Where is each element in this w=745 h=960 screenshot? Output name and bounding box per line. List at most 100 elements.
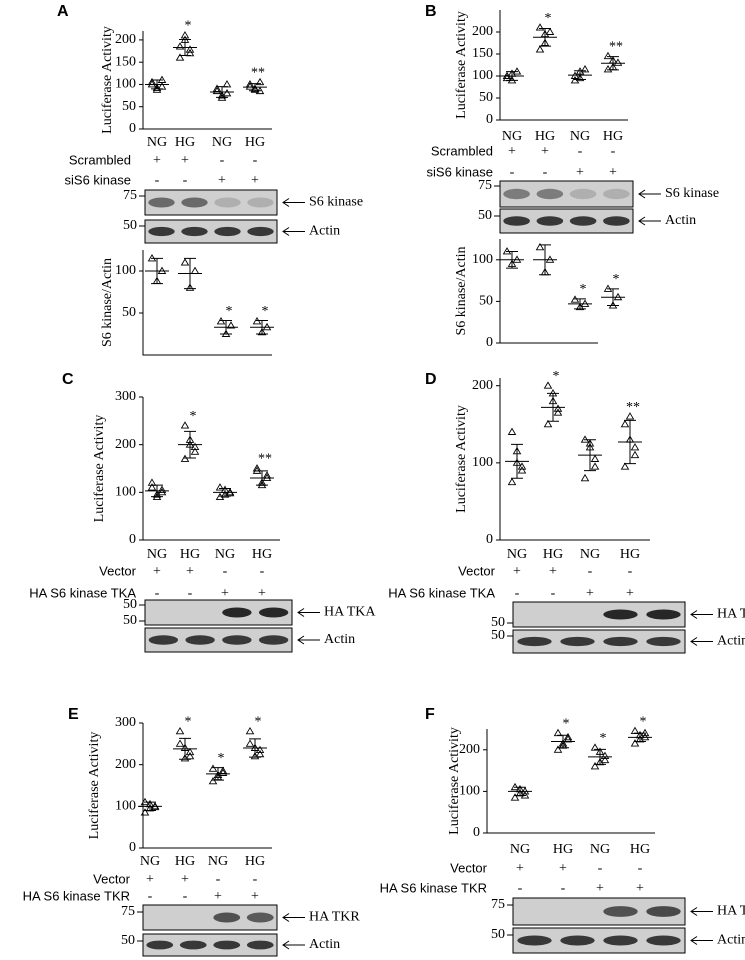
band: [222, 607, 252, 618]
condition-label: HA S6 kinase TKA: [29, 585, 136, 600]
data-point: [257, 327, 267, 336]
y-tick-label: 50: [479, 90, 493, 105]
data-point: [175, 42, 185, 50]
error-bar: [212, 767, 224, 781]
y-axis-label: Luciferase Activity: [447, 727, 462, 835]
x-tick-label: HG: [175, 135, 195, 150]
data-point: [590, 462, 600, 470]
condition-sign: -: [588, 564, 593, 579]
y-axis-label: Luciferase Activity: [87, 732, 102, 840]
error-bar: [151, 79, 163, 90]
band: [646, 906, 681, 917]
error-bar: [184, 257, 196, 290]
error-bar: [594, 748, 606, 765]
y-axis-label: S6 kinase/Actin: [454, 246, 469, 335]
y-tick-label: 100: [472, 68, 493, 83]
condition-sign: -: [638, 861, 643, 876]
band: [213, 940, 241, 950]
y-tick-label: 100: [115, 485, 136, 500]
band: [517, 636, 552, 647]
mw-marker: 50: [123, 613, 137, 628]
band: [213, 912, 241, 923]
blot-label: HA TKA: [324, 605, 376, 620]
x-tick-label: NG: [208, 854, 228, 869]
data-point: [222, 80, 232, 88]
band: [246, 912, 274, 923]
significance: *: [600, 731, 607, 746]
data-point: [218, 766, 228, 774]
band: [503, 188, 530, 200]
condition-sign: -: [253, 153, 258, 168]
data-point: [507, 427, 517, 435]
band: [148, 635, 179, 645]
arrow: [282, 913, 305, 922]
y-axis-label: S6 kinase/Actin: [100, 258, 115, 347]
condition-sign: -: [188, 586, 193, 601]
error-bar: [256, 320, 268, 335]
error-bar: [179, 737, 191, 760]
condition-label: Vector: [99, 563, 137, 578]
significance: *: [226, 304, 233, 319]
condition-sign: +: [153, 153, 161, 168]
data-point: [535, 23, 545, 31]
data-point: [185, 45, 195, 53]
significance: **: [609, 39, 623, 54]
panel-letter: E: [68, 706, 79, 723]
panel-letter: B: [425, 3, 437, 20]
x-tick-label: HG: [620, 547, 640, 562]
x-tick-label: NG: [510, 842, 530, 857]
data-point: [245, 726, 255, 735]
data-point: [208, 776, 218, 785]
data-point: [620, 462, 630, 470]
condition-sign: +: [636, 881, 644, 896]
arrow: [297, 635, 320, 645]
y-tick-label: 100: [115, 263, 136, 278]
data-point: [543, 381, 553, 389]
mw-marker: 75: [121, 904, 135, 919]
data-point: [190, 266, 200, 274]
data-point: [580, 473, 590, 482]
x-tick-label: NG: [147, 547, 167, 562]
band: [214, 197, 241, 208]
y-tick-label: 50: [479, 294, 493, 309]
y-tick-label: 0: [129, 121, 136, 136]
data-point: [630, 450, 640, 459]
significance: **: [251, 65, 265, 80]
data-point: [180, 31, 190, 39]
x-tick-label: NG: [502, 129, 522, 144]
data-point: [175, 739, 185, 747]
y-tick-label: 0: [473, 825, 480, 840]
error-bar: [151, 257, 163, 285]
data-point: [580, 435, 590, 443]
band: [181, 226, 208, 237]
mw-marker: 50: [491, 927, 505, 942]
y-tick-label: 0: [129, 532, 136, 547]
significance: **: [258, 452, 272, 467]
error-bar: [184, 430, 196, 459]
error-bar: [151, 484, 163, 498]
arrow: [690, 907, 713, 916]
error-bar: [547, 392, 559, 422]
band: [258, 607, 289, 618]
data-point: [553, 745, 563, 753]
mw-marker: 75: [123, 188, 137, 203]
data-point: [630, 443, 640, 451]
condition-sign: +: [186, 564, 194, 579]
y-tick-label: 150: [115, 54, 136, 69]
data-point: [255, 77, 265, 86]
condition-sign: -: [578, 144, 583, 159]
condition-sign: -: [611, 144, 616, 159]
error-bar: [249, 738, 261, 758]
y-tick-label: 200: [459, 742, 480, 757]
data-point: [212, 86, 222, 95]
y-tick-label: 50: [122, 99, 136, 114]
condition-label: siS6 kinase: [65, 172, 131, 187]
x-tick-label: HG: [535, 129, 555, 144]
error-bar: [220, 320, 232, 335]
blot-label: Actin: [324, 632, 355, 647]
blot-label: HA TKA: [717, 607, 745, 622]
band: [603, 188, 630, 200]
panel-letter: F: [425, 706, 435, 723]
band: [148, 226, 175, 237]
blot-label: Actin: [309, 224, 340, 239]
